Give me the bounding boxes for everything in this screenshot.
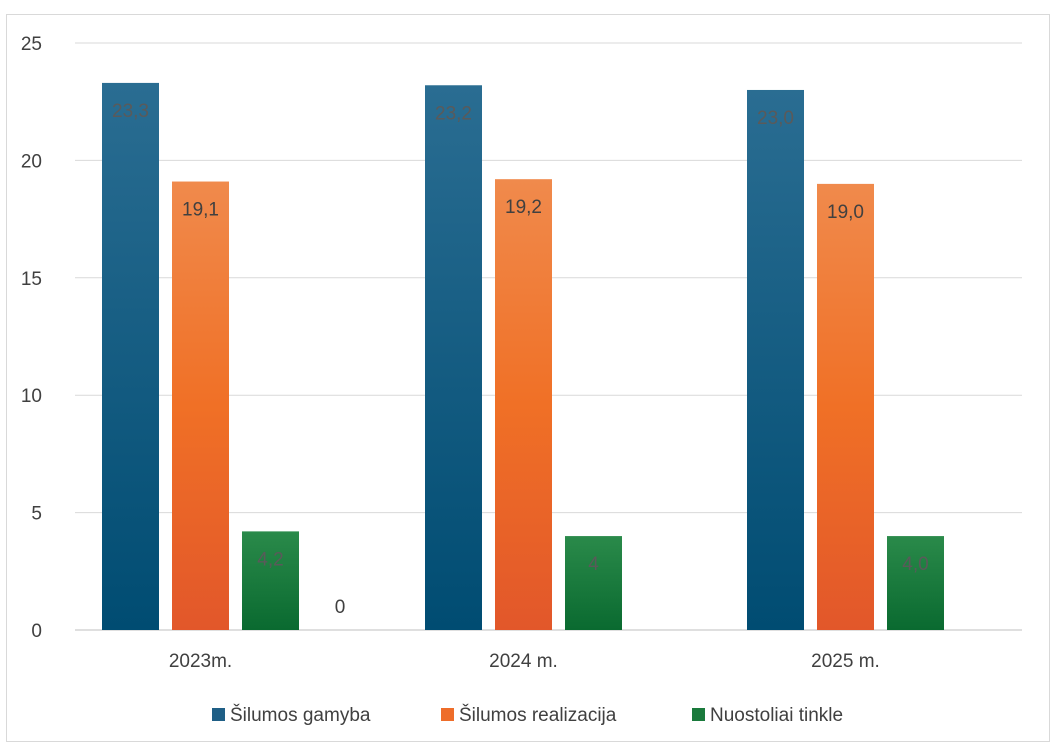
bar: [425, 85, 482, 631]
data-label: 23,3: [112, 101, 149, 122]
data-label: 4,0: [902, 554, 928, 575]
legend-swatch: [212, 708, 225, 721]
legend-swatch: [692, 708, 705, 721]
data-label: 4: [588, 554, 599, 575]
legend-label: Šilumos realizacija: [459, 704, 617, 726]
y-tick-label: 20: [21, 151, 42, 172]
data-label: 23,0: [757, 108, 794, 129]
data-label: 19,0: [827, 202, 864, 223]
bar: [172, 181, 229, 631]
bar: [817, 183, 874, 630]
bar: [887, 536, 944, 630]
data-labels: 23,3 19,1 4,2 23,2 19,2 4 23,0 19,0 4,0 0: [112, 101, 929, 618]
y-axis: 0 5 10 15 20 25: [21, 34, 42, 642]
x-tick-label: 2024 m.: [489, 651, 558, 672]
y-tick-label: 25: [21, 34, 42, 55]
y-tick-label: 0: [31, 621, 42, 642]
bar: [102, 82, 159, 630]
data-label: 23,2: [435, 103, 472, 124]
x-tick-label: 2025 m.: [811, 651, 880, 672]
data-label: 4,2: [257, 549, 283, 570]
annotation-label: 0: [335, 597, 346, 618]
x-axis: 2023m. 2024 m. 2025 m.: [169, 651, 880, 672]
legend-label: Nuostoliai tinkle: [710, 705, 843, 726]
bar: [242, 531, 299, 630]
bar: [747, 89, 804, 630]
y-tick-label: 5: [31, 504, 42, 525]
legend-swatch: [441, 708, 454, 721]
y-tick-label: 10: [21, 386, 42, 407]
bar: [565, 536, 622, 630]
bars: [102, 82, 944, 631]
data-label: 19,1: [182, 200, 219, 221]
bar: [495, 179, 552, 630]
data-label: 19,2: [505, 197, 542, 218]
legend: Šilumos gamyba Šilumos realizacija Nuostol…: [212, 704, 843, 726]
y-tick-label: 15: [21, 269, 42, 290]
x-tick-label: 2023m.: [169, 651, 232, 672]
legend-label: Šilumos gamyba: [230, 704, 371, 726]
